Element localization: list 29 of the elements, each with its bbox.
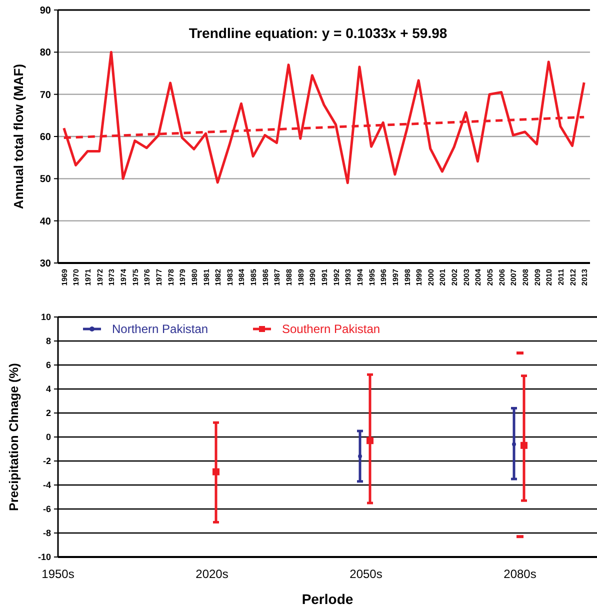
y-tick-label: 4 bbox=[46, 384, 51, 394]
y-tick-label: -8 bbox=[42, 528, 51, 538]
x-tick-label: 2020s bbox=[196, 567, 228, 581]
y-tick-label: -10 bbox=[38, 552, 51, 562]
x-tick-label: 2050s bbox=[350, 567, 382, 581]
y-tick-label: -6 bbox=[42, 504, 51, 514]
y-tick-label: 30 bbox=[40, 258, 52, 270]
y-tick-label: 90 bbox=[40, 6, 52, 16]
legend-label: Southern Pakistan bbox=[282, 322, 380, 336]
y-tick-label: -2 bbox=[42, 456, 51, 466]
y-tick-label: 10 bbox=[40, 312, 51, 322]
y-tick-label: 40 bbox=[40, 216, 52, 228]
x-tick-label: 1950s bbox=[42, 567, 74, 581]
y-tick-label: 6 bbox=[46, 360, 51, 370]
y-tick-label: 70 bbox=[40, 90, 52, 101]
y-axis-title: Precipitation Chnage (%) bbox=[7, 363, 21, 511]
x-axis-title: Perlode bbox=[302, 591, 354, 607]
y-tick-label: -4 bbox=[42, 480, 51, 490]
y-tick-label: 50 bbox=[40, 174, 52, 186]
y-tick-label: 80 bbox=[40, 48, 52, 59]
legend-label: Northern Pakistan bbox=[112, 322, 208, 336]
y-tick-label: 2 bbox=[46, 408, 51, 418]
line-series bbox=[62, 50, 586, 184]
y-tick-label: 60 bbox=[40, 132, 52, 143]
x-tick-label: 2080s bbox=[504, 567, 536, 581]
y-tick-label: 0 bbox=[46, 432, 51, 442]
y-axis-title: Annual total flow (MAF) bbox=[11, 64, 26, 210]
y-tick-label: 8 bbox=[46, 336, 51, 346]
text: Trendline equation: y = 0.1033x + 59.98 bbox=[188, 25, 448, 41]
